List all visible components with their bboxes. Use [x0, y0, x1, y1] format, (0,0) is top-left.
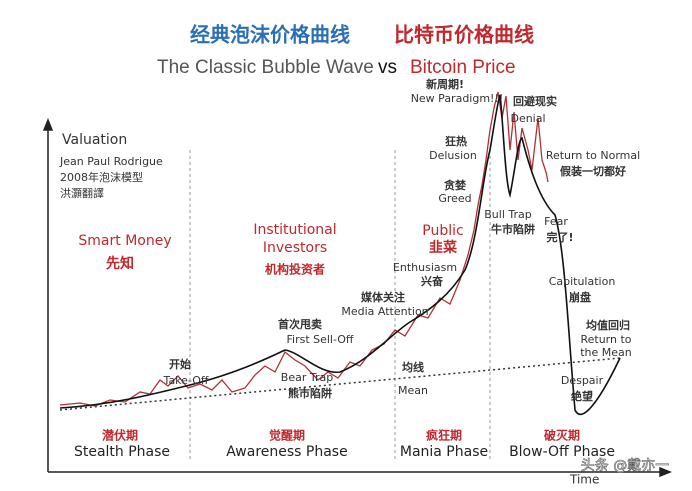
- annotation-cn: 开始: [169, 357, 191, 371]
- phase-cn: 觉醒期: [269, 428, 305, 443]
- annotation-cn: 假装一切都好: [560, 164, 626, 178]
- investor-label: Smart Money: [78, 233, 171, 249]
- annotation-en: Delusion: [429, 149, 477, 162]
- annotation-en: the Mean: [580, 346, 632, 359]
- annotation-cn: 完了!: [546, 230, 573, 244]
- subtitle-left: The Classic Bubble Wave: [157, 57, 374, 78]
- y-axis-label: Valuation: [62, 132, 127, 148]
- investor-label: Public: [422, 223, 463, 239]
- source: 2008年泡沫模型: [60, 170, 143, 184]
- annotation-en: First Sell-Off: [286, 333, 353, 346]
- phase-cn: 疯狂期: [426, 428, 462, 443]
- subtitle-vs: vs: [378, 57, 397, 78]
- phase-en: Blow-Off Phase: [509, 444, 615, 460]
- annotation-en: Capitulation: [549, 275, 616, 288]
- annotation-cn: 回避现实: [513, 94, 557, 108]
- title-left: 经典泡沫价格曲线: [190, 23, 350, 47]
- annotation-cn: 崩盘: [569, 290, 591, 304]
- annotation-en: Mean: [398, 384, 428, 397]
- annotation-cn: 绝望: [571, 389, 593, 403]
- annotation-en: Fear: [544, 215, 568, 228]
- mean-line: [59, 357, 621, 411]
- phase-en: Mania Phase: [400, 444, 488, 460]
- investor-cn: 先知: [106, 255, 134, 272]
- phase-cn: 潜伏期: [102, 428, 138, 443]
- investor-cn: 韭菜: [429, 239, 458, 256]
- phase-en: Stealth Phase: [74, 444, 170, 460]
- annotation-cn: 狂热: [445, 134, 467, 148]
- bubble-curve: [59, 94, 621, 416]
- annotation-en: Bear Trap: [281, 371, 333, 384]
- phase-dividers: [189, 150, 491, 460]
- annotations: 开始 Take-Off 首次甩卖 First Sell-Off 熊市陷阱 Bea…: [163, 77, 641, 403]
- annotation-en: Media Attention: [341, 305, 428, 318]
- annotation-cn: 贪婪: [443, 178, 466, 192]
- annotation-en: Enthusiasm: [393, 261, 457, 274]
- phase-cn: 破灭期: [544, 428, 580, 443]
- phase-en: Awareness Phase: [226, 444, 347, 460]
- source: 洪灝翻譯: [60, 186, 104, 200]
- source: Jean Paul Rodrigue: [59, 155, 163, 168]
- annotation-en: Return to Normal: [546, 149, 640, 162]
- annotation-en: Despair: [561, 374, 604, 387]
- annotation-cn: 新周期!: [426, 77, 464, 91]
- subtitle-right: Bitcoin Price: [410, 57, 516, 78]
- investor-cn: 机构投资者: [265, 262, 325, 277]
- x-axis-label: Time: [569, 473, 599, 487]
- annotation-cn: 均值回归: [586, 318, 630, 332]
- axes: [42, 117, 673, 478]
- annotation-en: Take-Off: [163, 374, 209, 387]
- annotation-en: Return to: [580, 333, 631, 346]
- annotation-en: Denial: [510, 112, 545, 125]
- annotation-cn: 兴奋: [421, 274, 444, 288]
- title-right: 比特币价格曲线: [394, 23, 534, 47]
- annotation-en: New Paradigm!!!: [411, 92, 504, 105]
- annotation-cn: 均线: [402, 360, 424, 374]
- watermark: 头条 @戴亦一: [581, 457, 669, 474]
- annotation-en: Bull Trap: [484, 208, 531, 221]
- investor-label: Investors: [263, 240, 327, 256]
- annotation-cn: 熊市陷阱: [288, 386, 332, 400]
- annotation-en: Greed: [438, 192, 471, 205]
- annotation-cn: 牛市陷阱: [491, 222, 535, 236]
- investor-label: Institutional: [253, 222, 336, 238]
- annotation-cn: 首次甩卖: [278, 317, 322, 331]
- annotation-cn: 媒体关注: [360, 290, 405, 304]
